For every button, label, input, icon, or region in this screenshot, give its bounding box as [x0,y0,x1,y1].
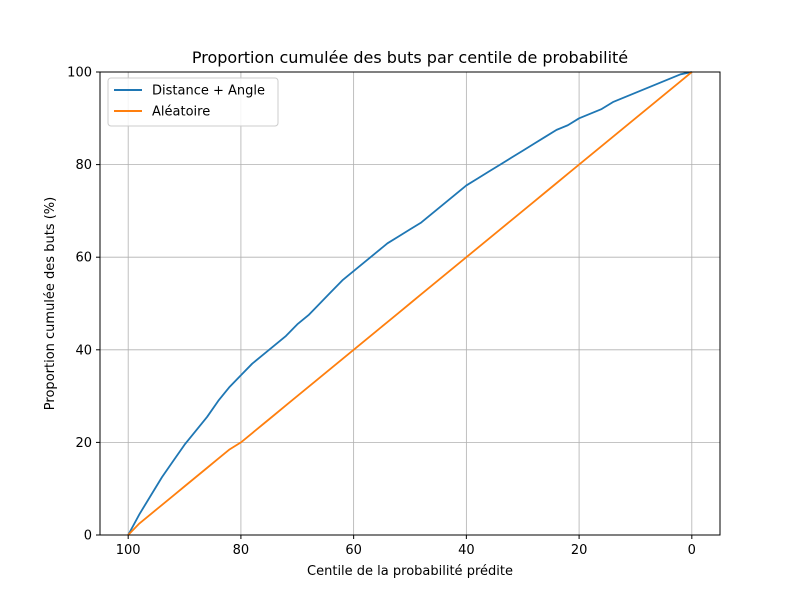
y-tick-label: 80 [75,158,92,173]
x-tick-label: 80 [233,543,250,558]
legend: Distance + Angle Aléatoire [107,77,279,127]
x-tick-label: 60 [345,543,362,558]
y-tick-label: 40 [75,343,92,358]
x-tick-label: 20 [571,543,588,558]
y-tick-label: 20 [75,436,92,451]
y-axis-label: Proportion cumulée des buts (%) [43,197,58,410]
plot-frame [99,71,721,536]
legend-label-0: Distance + Angle [152,84,265,99]
legend-box [107,77,279,127]
series-lines [127,71,693,536]
y-tick-label: 0 [84,529,92,544]
x-axis-label: Centile de la probabilité prédite [307,564,513,579]
series-line-1 [127,71,693,536]
y-tick-label: 100 [67,66,92,81]
x-tick-label: 0 [688,543,696,558]
chart-title: Proportion cumulée des buts par centile … [192,48,628,67]
series-line-0 [127,71,693,536]
axis-ticks: 100 80 60 40 20 0 0 20 40 60 80 100 [67,66,696,559]
legend-label-1: Aléatoire [152,105,210,120]
x-tick-label: 40 [458,543,475,558]
y-tick-label: 60 [75,251,92,266]
x-tick-label: 100 [116,543,141,558]
